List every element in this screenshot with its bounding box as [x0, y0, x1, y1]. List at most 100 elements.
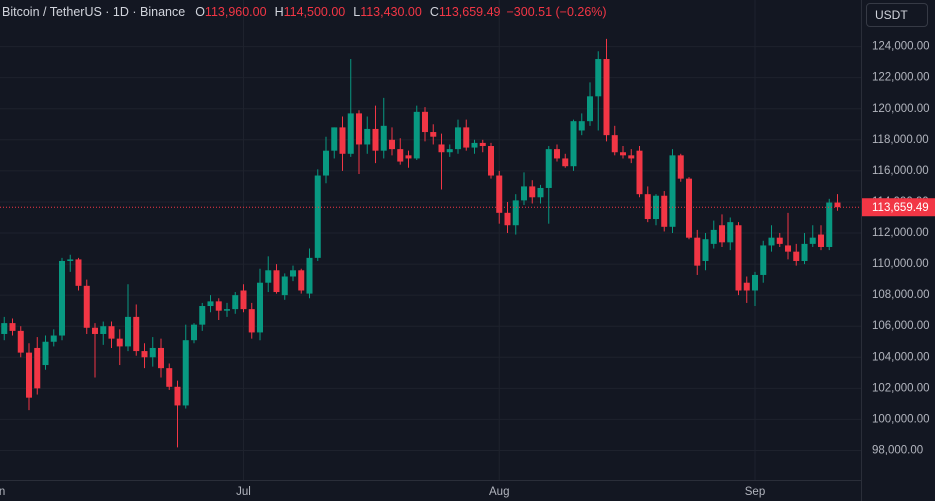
change: −300.51 (−0.26%) [506, 5, 607, 19]
candle-body [438, 144, 445, 153]
candle-body [9, 323, 16, 331]
candle-body [545, 149, 552, 188]
candle-body [554, 149, 560, 159]
y-tick-label: 106,000.00 [872, 320, 930, 332]
candle-body [92, 327, 98, 334]
candle-body [273, 270, 280, 293]
symbol: Bitcoin / TetherUS · 1D · Binance [2, 5, 186, 19]
candle-body [1, 323, 8, 334]
candle-body [512, 200, 519, 226]
last-price-label: 113,659.49 [872, 202, 929, 214]
candle-body [75, 259, 82, 286]
candle-body [463, 127, 470, 148]
candle-body [636, 150, 643, 195]
candle-body [669, 155, 676, 227]
x-tick-label: Jul [236, 486, 251, 498]
x-tick-label: Jun [0, 486, 5, 498]
candle-body [768, 237, 775, 246]
candle-body [50, 335, 57, 342]
candle-body [471, 142, 478, 148]
candle-body [686, 178, 692, 238]
candle-body [661, 195, 668, 227]
candle-body [397, 149, 404, 162]
y-tick-label: 104,000.00 [872, 351, 930, 363]
ohlc-value: 113,430.00 [360, 5, 422, 19]
candle-body [628, 155, 635, 159]
y-tick-label: 110,000.00 [872, 258, 929, 270]
candle-body [125, 316, 131, 347]
y-tick-label: 102,000.00 [872, 382, 930, 394]
candle-body [479, 142, 486, 147]
candle-body [116, 338, 123, 347]
candle-body [521, 186, 527, 201]
candle-body [413, 111, 420, 159]
ohlc-key: C [429, 5, 439, 19]
last-price-tag [862, 198, 935, 217]
y-tick-label: 122,000.00 [872, 72, 930, 84]
candle-body [133, 316, 140, 352]
candle-body [182, 340, 189, 406]
candle-body [760, 245, 767, 275]
candle-body [257, 282, 263, 333]
candle-body [314, 175, 321, 258]
y-tick-label: 124,000.00 [872, 41, 930, 53]
candle-body [752, 274, 758, 291]
candle-body [776, 237, 783, 244]
ohlc-key: O [195, 5, 205, 19]
candle-body [290, 270, 296, 277]
candle-body [578, 121, 585, 131]
candle-body [620, 152, 626, 156]
candle-body [405, 155, 412, 159]
candle-body [801, 243, 808, 261]
candle-body [430, 132, 437, 137]
y-tick-label: 118,000.00 [872, 134, 929, 146]
candle-body [719, 225, 725, 243]
candle-body [306, 257, 313, 294]
candle-body [149, 347, 156, 358]
candle-body [141, 351, 148, 358]
candle-body [455, 127, 461, 150]
candle-body [587, 96, 593, 122]
candle-body [809, 237, 816, 244]
ohlc-value: 114,500.00 [283, 5, 346, 19]
y-tick-label: 112,000.00 [872, 227, 929, 239]
candle-body [826, 202, 833, 247]
candle-body [702, 239, 709, 261]
candle-body [67, 259, 74, 261]
y-tick-label: 98,000.00 [872, 445, 923, 457]
candle-body [59, 260, 65, 336]
y-tick-label: 108,000.00 [872, 289, 930, 301]
candle-body [17, 330, 24, 353]
candle-body [611, 135, 618, 153]
unit-button[interactable]: USDT [866, 3, 928, 27]
candle-body [793, 251, 800, 261]
candle-body [653, 195, 659, 220]
candle-body [34, 347, 41, 389]
candle-body [562, 158, 569, 167]
y-tick-label: 116,000.00 [872, 165, 929, 177]
candle-body [108, 326, 115, 339]
candle-body [298, 270, 305, 291]
candle-body [488, 146, 494, 176]
candle-body [372, 128, 379, 151]
candle-body [446, 149, 453, 153]
candle-body [834, 202, 841, 208]
candle-body [389, 139, 395, 150]
candle-body [570, 121, 577, 167]
candle-body [743, 282, 750, 291]
x-tick-label: Aug [489, 486, 509, 498]
candle-body [504, 212, 511, 226]
candle-body [191, 324, 197, 341]
candle-body [331, 127, 338, 151]
candle-body [323, 150, 329, 176]
ohlc-key: H [274, 5, 284, 19]
candle-body [785, 245, 791, 252]
candle-body [281, 276, 288, 296]
candle-body [603, 59, 610, 136]
candle-body [380, 125, 387, 151]
legend: Bitcoin / TetherUS · 1D · Binance O113,96… [2, 5, 613, 19]
candle-body [529, 186, 536, 198]
candle-body [248, 309, 255, 333]
